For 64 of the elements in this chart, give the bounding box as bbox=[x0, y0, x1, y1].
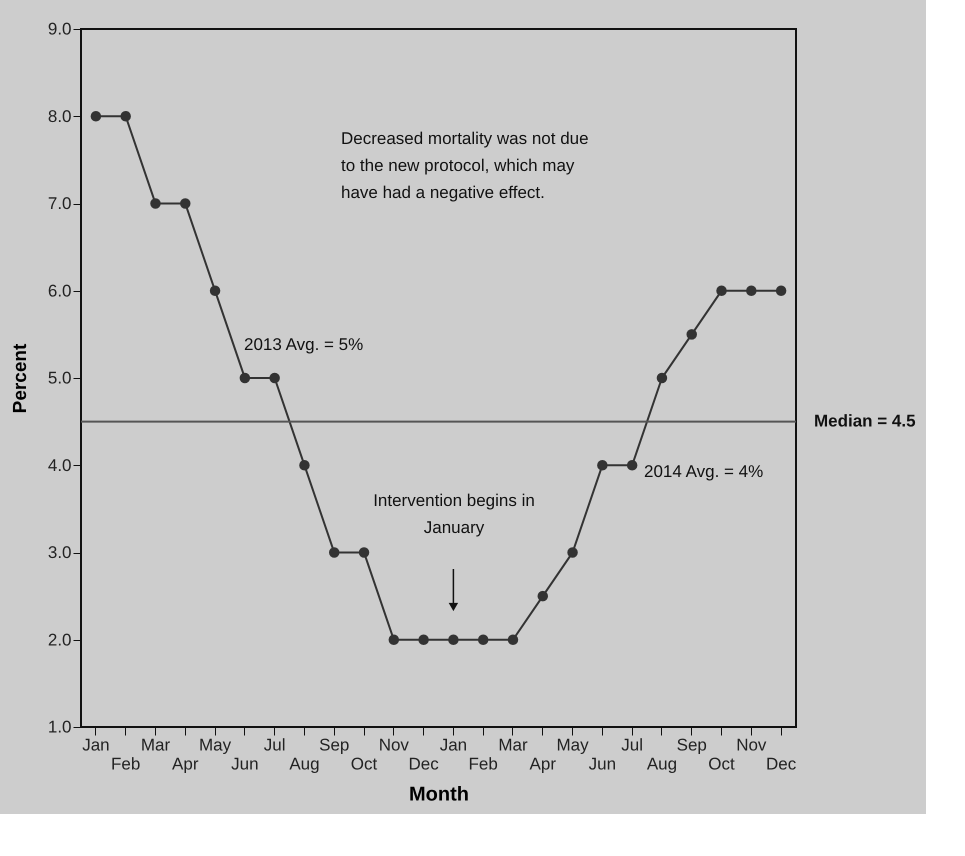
x-tick-label: Jun bbox=[588, 754, 616, 774]
x-tick-label: Jul bbox=[264, 736, 286, 754]
x-tick-label: Sep bbox=[319, 736, 350, 754]
y-tick-label: 8.0 bbox=[48, 106, 72, 126]
x-tick-label: Aug bbox=[289, 754, 320, 774]
point bbox=[388, 634, 400, 645]
point bbox=[776, 286, 786, 296]
x-tick-label: Mar bbox=[140, 736, 170, 754]
x-tick-label: Apr bbox=[172, 754, 199, 774]
ref-line-label: Median = 4.5 bbox=[814, 412, 916, 431]
x-tick-label: Dec bbox=[408, 754, 440, 774]
point bbox=[626, 460, 638, 470]
point bbox=[150, 198, 161, 209]
x-tick-label: Aug bbox=[646, 754, 678, 774]
point bbox=[90, 111, 102, 122]
x-tick-label: Jan bbox=[440, 736, 468, 754]
annotation: 2014 Avg. = 4% bbox=[644, 462, 764, 481]
x-tick-label: Jun bbox=[231, 754, 259, 774]
x-tick-label: Mar bbox=[498, 736, 528, 754]
point bbox=[746, 286, 757, 296]
point bbox=[656, 372, 668, 384]
x-tick-label: Jan bbox=[82, 736, 110, 754]
point bbox=[358, 547, 370, 558]
y-tick-label: 3.0 bbox=[48, 543, 72, 562]
y-axis-title: Percent bbox=[10, 342, 31, 414]
y-tick-label: 6.0 bbox=[48, 281, 72, 300]
annotation: Intervention begins in January bbox=[373, 491, 535, 537]
x-tick-label: May bbox=[199, 736, 232, 754]
point bbox=[240, 372, 250, 384]
annotation: 2013 Avg. = 5% bbox=[244, 335, 364, 354]
point bbox=[328, 547, 340, 558]
y-tick-label: 9.0 bbox=[48, 20, 72, 38]
point bbox=[567, 547, 578, 558]
annotation: Decreased mortality was not due to the new protocol, which may have had a negative effect. bbox=[341, 129, 589, 202]
y-tick-label: 5.0 bbox=[48, 368, 72, 388]
x-tick-label: Dec bbox=[766, 754, 797, 774]
x-tick-label: Jul bbox=[621, 736, 644, 754]
y-tick-label: 2.0 bbox=[48, 630, 72, 650]
point bbox=[716, 286, 727, 296]
x-tick-label: Nov bbox=[378, 736, 410, 754]
point bbox=[686, 329, 697, 340]
x-tick-label: Oct bbox=[708, 754, 736, 774]
x-tick-label: Feb bbox=[468, 754, 498, 774]
point bbox=[210, 286, 220, 296]
x-tick-label: May bbox=[556, 736, 590, 754]
point bbox=[299, 460, 310, 470]
y-tick-label: 4.0 bbox=[48, 456, 72, 475]
point bbox=[597, 460, 608, 470]
point bbox=[508, 634, 518, 645]
point bbox=[180, 198, 191, 209]
x-axis-title: Month bbox=[409, 784, 469, 806]
x-tick-label: Nov bbox=[736, 736, 767, 754]
point bbox=[538, 590, 548, 602]
y-tick-label: 7.0 bbox=[48, 194, 72, 213]
point bbox=[120, 111, 131, 122]
x-tick-label: Apr bbox=[530, 754, 556, 774]
y-tick-label: 1.0 bbox=[48, 718, 72, 736]
point bbox=[269, 372, 280, 384]
x-tick-label: Sep bbox=[676, 736, 707, 754]
x-tick-label: Oct bbox=[350, 754, 378, 774]
point bbox=[418, 634, 429, 645]
x-tick-label: Feb bbox=[111, 754, 140, 774]
point bbox=[478, 634, 488, 645]
point bbox=[448, 634, 459, 645]
